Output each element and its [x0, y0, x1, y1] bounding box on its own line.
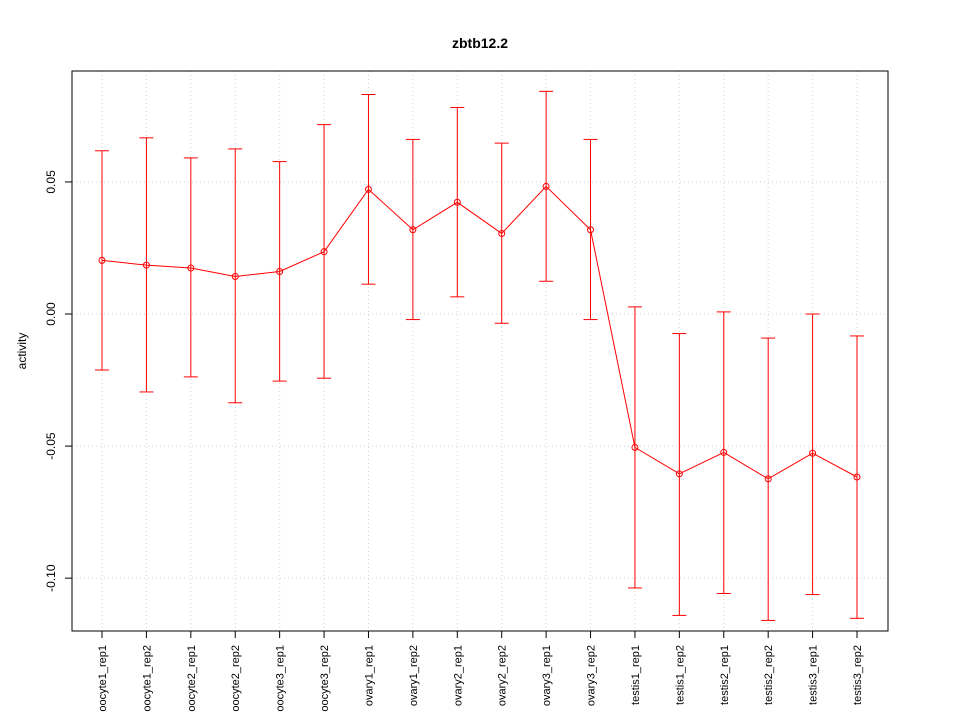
- x-tick-label: oocyte2_rep2: [230, 645, 242, 712]
- data-point: [409, 226, 417, 234]
- x-tick-label: testis2_rep1: [719, 645, 731, 705]
- axes: -0.10 -0.05 0.00 0.05 oocyte1_rep1 oocyte1_re…: [44, 170, 864, 712]
- y-axis-label: activity: [15, 333, 29, 370]
- x-tick-label: ovary2_rep2: [497, 645, 509, 706]
- x-tick-label: oocyte1_rep2: [141, 645, 153, 712]
- grid: [72, 71, 888, 631]
- data-point: [498, 229, 506, 237]
- y-tick-label: -0.10: [44, 564, 58, 592]
- x-tick-label: oocyte3_rep2: [319, 645, 331, 712]
- x-tick-label: oocyte2_rep1: [186, 645, 198, 712]
- data-point: [320, 248, 328, 256]
- data-point: [453, 198, 461, 206]
- y-tick-label: -0.05: [44, 432, 58, 460]
- plot-frame: [71, 70, 889, 632]
- x-tick-label: testis2_rep2: [763, 645, 775, 705]
- data-point: [853, 473, 861, 481]
- data-point: [231, 273, 239, 281]
- data-point: [809, 449, 817, 457]
- data-point: [720, 448, 728, 456]
- data-point: [764, 475, 772, 483]
- x-tick-label: ovary1_rep1: [363, 645, 375, 706]
- data-point: [631, 443, 639, 451]
- x-tick-label: oocyte3_rep1: [275, 645, 287, 712]
- chart-title: zbtb12.2: [452, 35, 508, 51]
- x-tick-label: testis3_rep1: [808, 645, 820, 705]
- data-point: [276, 267, 284, 275]
- x-tick-label: ovary1_rep2: [408, 645, 420, 706]
- data-point: [675, 470, 683, 478]
- series: [95, 90, 864, 621]
- data-point: [142, 261, 150, 269]
- data-point: [98, 256, 106, 264]
- x-tick-label: ovary3_rep1: [541, 645, 553, 706]
- x-tick-label: ovary2_rep1: [452, 645, 464, 706]
- series-line: [101, 185, 858, 480]
- data-point: [364, 185, 372, 193]
- x-tick-label: testis1_rep2: [674, 645, 686, 705]
- y-tick-label: 0.05: [44, 170, 58, 194]
- x-tick-label: ovary3_rep2: [586, 645, 598, 706]
- data-point: [187, 264, 195, 272]
- y-tick-label: 0.00: [44, 302, 58, 326]
- x-tick-label: testis3_rep2: [852, 645, 864, 705]
- x-tick-label: testis1_rep1: [630, 645, 642, 705]
- data-point: [587, 226, 595, 234]
- x-tick-label: oocyte1_rep1: [97, 645, 109, 712]
- data-point: [542, 182, 550, 190]
